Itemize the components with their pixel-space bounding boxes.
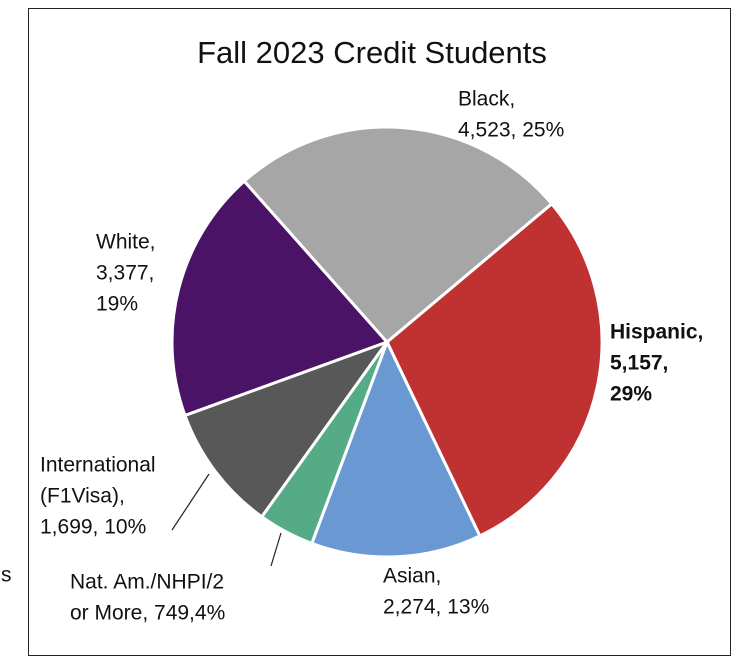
leader-line (171, 473, 210, 531)
data-label: 1,699, 10% (40, 516, 146, 539)
data-label: White, (96, 231, 156, 254)
data-label: Asian, (383, 565, 441, 588)
data-label: Hispanic, (610, 321, 703, 344)
data-label: or More, 749,4% (70, 602, 225, 625)
pie (170, 125, 604, 559)
pie-slice (242, 125, 554, 345)
pie-slice (170, 179, 390, 418)
data-label: 4,523, 25% (458, 119, 564, 142)
data-label: 5,157, (610, 352, 668, 375)
data-label: (F1Visa), (40, 485, 125, 508)
leader-line (270, 532, 282, 567)
data-label: 29% (610, 383, 652, 406)
data-label: Black, (458, 88, 515, 111)
pie-slice (182, 338, 392, 519)
pie-slice (309, 338, 482, 559)
data-label: 2,274, 13% (383, 596, 489, 619)
data-label: Nat. Am./NHPI/2 (70, 571, 224, 594)
data-label: 3,377, (96, 262, 154, 285)
chart-title: Fall 2023 Credit Students (197, 35, 547, 70)
data-label: 19% (96, 293, 138, 316)
data-label: International (40, 454, 156, 477)
clipped-text: s (1, 564, 12, 587)
